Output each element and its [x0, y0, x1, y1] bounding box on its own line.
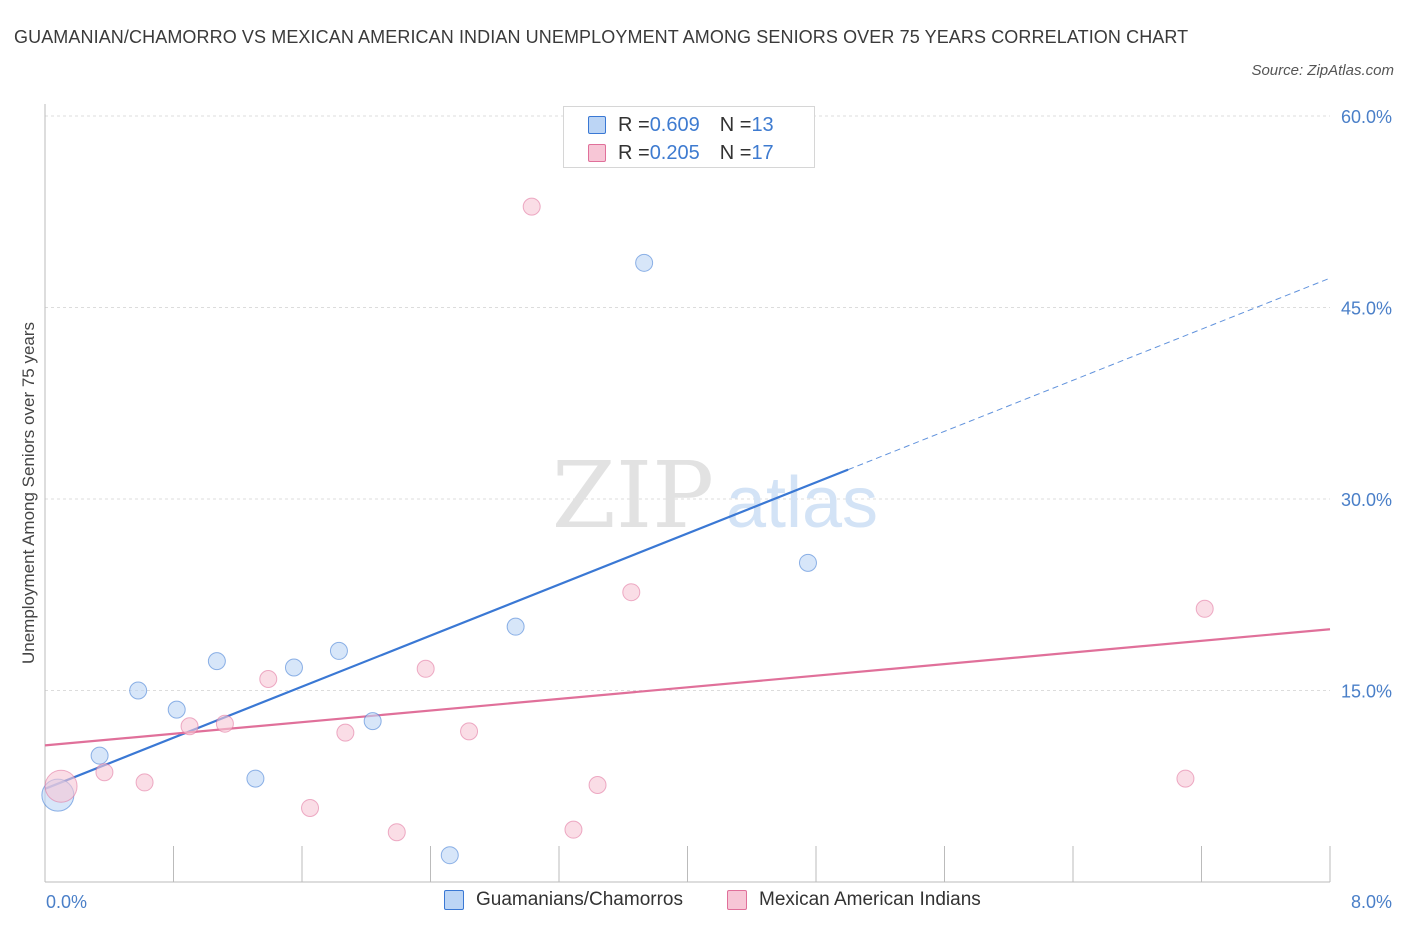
trend-lines [44, 277, 1331, 790]
stats-legend: R = 0.609 N = 13 R = 0.205 N = 17 [563, 106, 815, 168]
series-legend-guamanian: Guamanians/Chamorros [444, 889, 683, 911]
legend-r-value: 0.609 [649, 113, 700, 136]
legend-n-value: 13 [751, 113, 774, 136]
legend-r-label: R = [618, 141, 650, 164]
series-swatch-pink [727, 890, 747, 910]
legend-swatch-pink [588, 144, 606, 162]
watermark-atlas: atlas [726, 463, 878, 543]
trend-line-guamanian [44, 468, 849, 790]
y-tick-label: 30.0% [1341, 490, 1392, 510]
point-guamanian [167, 700, 186, 719]
x-tick-label: 8.0% [1351, 892, 1392, 912]
point-mexican [588, 775, 607, 794]
point-guamanian [363, 712, 382, 731]
source-credit: Source: ZipAtlas.com [1251, 62, 1394, 79]
y-axis-label: Unemployment Among Seniors over 75 years [19, 322, 38, 664]
point-mexican [387, 823, 406, 842]
legend-row-mexican: R = 0.205 N = 17 [588, 141, 774, 165]
point-mexican [460, 722, 479, 741]
point-guamanian [284, 658, 303, 677]
series-label-guamanian: Guamanians/Chamorros [476, 889, 683, 910]
axes [44, 104, 1331, 883]
point-guamanian [246, 769, 265, 788]
point-guamanian [90, 746, 109, 765]
chart-title: GUAMANIAN/CHAMORRO VS MEXICAN AMERICAN I… [14, 27, 1189, 47]
legend-n-label: N = [719, 113, 752, 136]
watermark: ZIP atlas [552, 442, 878, 549]
point-guamanian [506, 617, 525, 636]
point-mexican [301, 798, 320, 817]
series-legend: Guamanians/Chamorros Mexican American In… [0, 889, 1406, 915]
point-guamanian [207, 652, 226, 671]
data-points [41, 197, 1214, 865]
point-mexican [95, 763, 114, 782]
y-tick-label: 15.0% [1341, 682, 1392, 702]
point-mexican [135, 773, 154, 792]
point-mexican [522, 197, 541, 216]
trend-line-mexican [44, 628, 1331, 747]
point-guamanian [329, 641, 348, 660]
y-tick-label: 45.0% [1341, 299, 1392, 319]
series-swatch-blue [444, 890, 464, 910]
point-guamanian [635, 253, 654, 272]
legend-n-value: 17 [751, 141, 774, 164]
series-legend-mexican: Mexican American Indians [727, 889, 981, 911]
gridlines [45, 115, 1330, 691]
legend-row-guamanian: R = 0.609 N = 13 [588, 113, 774, 137]
point-mexican [564, 820, 583, 839]
legend-swatch-blue [588, 116, 606, 134]
legend-n-label: N = [719, 141, 752, 164]
legend-r-label: R = [618, 113, 650, 136]
point-mexican [416, 659, 435, 678]
point-mexican [1176, 769, 1195, 788]
point-guamanian [798, 553, 817, 572]
watermark-zip: ZIP [552, 442, 714, 549]
point-mexican [44, 769, 78, 803]
point-mexican [180, 717, 199, 736]
point-mexican [215, 714, 234, 733]
point-mexican [622, 583, 641, 602]
point-mexican [259, 670, 278, 689]
trend-extension-guamanian [847, 277, 1331, 471]
point-mexican [336, 723, 355, 742]
point-guamanian [129, 681, 148, 700]
legend-r-value: 0.205 [649, 141, 700, 164]
point-mexican [1195, 599, 1214, 618]
series-label-mexican: Mexican American Indians [759, 889, 981, 910]
y-tick-label: 60.0% [1341, 107, 1392, 127]
x-tick-label: 0.0% [46, 892, 87, 912]
point-guamanian [440, 846, 459, 865]
tick-labels: 15.0% 30.0% 45.0% 60.0% 0.0% 8.0% [46, 107, 1392, 912]
